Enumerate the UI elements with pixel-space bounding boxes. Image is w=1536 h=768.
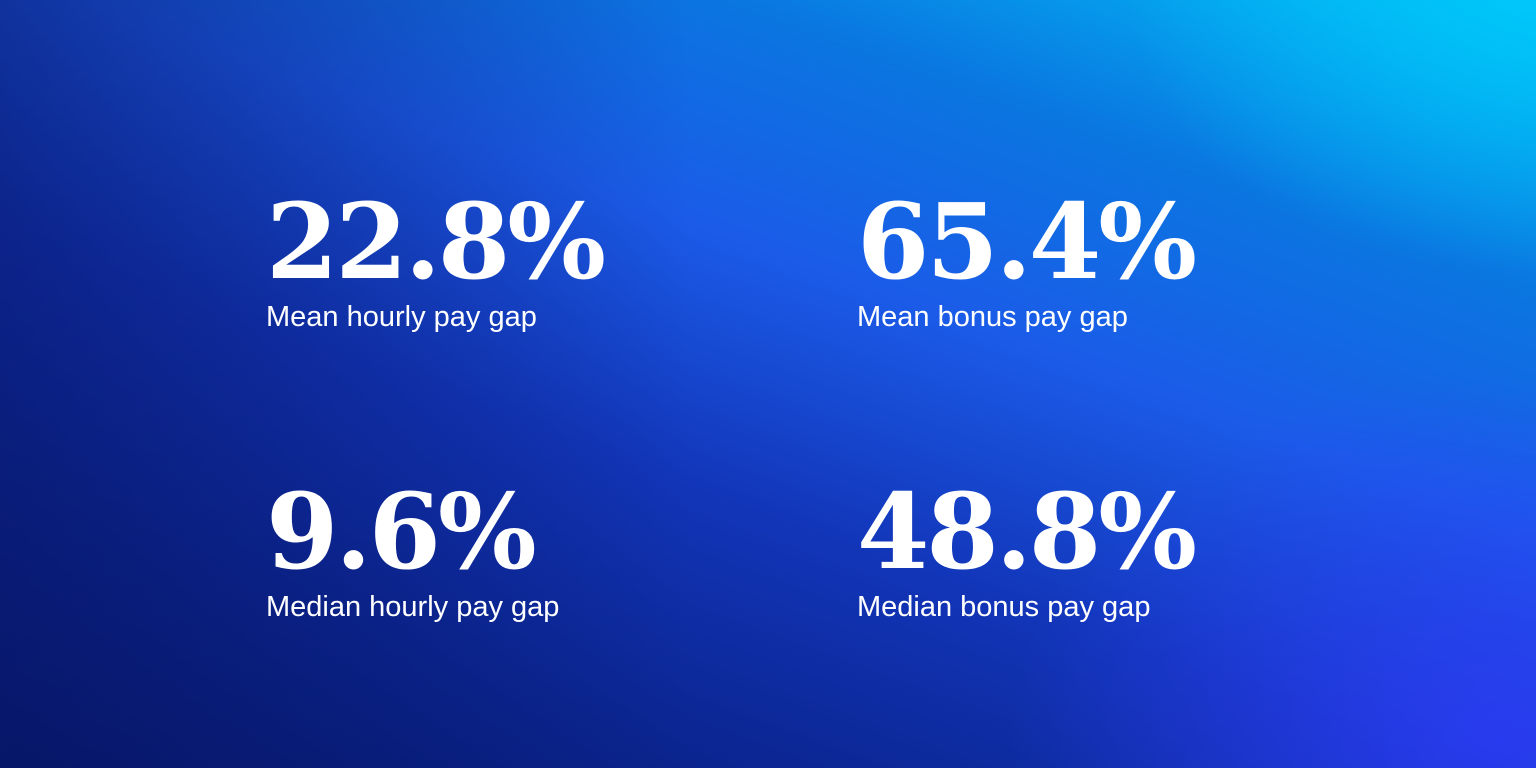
stat-value: 22.8%	[266, 180, 606, 303]
stat-median-bonus-pay-gap: 48.8% Median bonus pay gap	[857, 480, 1377, 624]
stat-label: Median bonus pay gap	[857, 591, 1151, 623]
stat-label: Median hourly pay gap	[266, 591, 560, 623]
stat-label: Mean bonus pay gap	[857, 301, 1128, 333]
stat-value: 48.8%	[857, 470, 1197, 593]
stat-value: 9.6%	[266, 470, 537, 593]
stat-label: Mean hourly pay gap	[266, 301, 537, 333]
stat-median-hourly-pay-gap: 9.6% Median hourly pay gap	[266, 480, 786, 624]
stat-mean-hourly-pay-gap: 22.8% Mean hourly pay gap	[266, 190, 786, 334]
stat-value: 65.4%	[857, 180, 1197, 303]
stat-mean-bonus-pay-gap: 65.4% Mean bonus pay gap	[857, 190, 1377, 334]
